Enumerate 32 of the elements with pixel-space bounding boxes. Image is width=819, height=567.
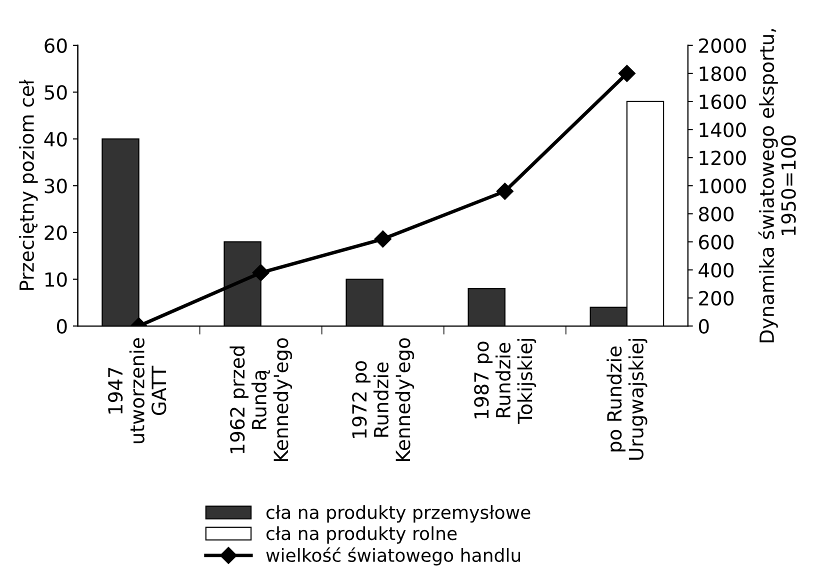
y-tick-label: 30 [44, 178, 67, 194]
point [252, 264, 270, 282]
y2-tick-label: 0 [698, 318, 709, 334]
y2-tick-label: 600 [699, 234, 734, 250]
y-tick-label: 50 [44, 85, 67, 100]
y2-tick-label: 1000 [700, 178, 746, 194]
y-tick-label: 0 [56, 318, 67, 334]
legend-label: cła na produkty przemysłowe [266, 505, 530, 523]
y2-tick-label: 1200 [700, 150, 746, 166]
legend-label: cła na produkty rolne [266, 526, 457, 544]
y2-tick-label: 2000 [699, 38, 746, 54]
x-tick-label: 1962 przed Rundą Kennedy'ego [230, 338, 292, 461]
y2-tick-label: 400 [698, 262, 734, 278]
y-tick-label: 10 [45, 272, 67, 287]
y-tick-label: 60 [44, 38, 67, 54]
y-tick-label: 40 [44, 132, 67, 147]
x-tick-label: po Rundzie Urugwajskiej [606, 338, 648, 460]
y2-tick-label: 1600 [700, 94, 746, 110]
point [618, 64, 636, 82]
point [374, 230, 392, 248]
y2-axis-title: Dynamika światowego eksportu, 1950=100 [758, 29, 796, 342]
x-tick-label: 1972 po Rundzie Kennedy'ego [352, 338, 414, 461]
x-tick-label: 1947 utworzenie GATT [108, 338, 166, 444]
legend-label: wielkość światowego handlu [266, 547, 520, 566]
y-tick-label: 20 [44, 225, 67, 240]
x-tick-label: 1987 po Rundzie Tokijskiej [474, 338, 536, 424]
y2-tick-label: 200 [699, 290, 734, 306]
y2-tick-label: 1800 [700, 66, 746, 82]
y2-tick-label: 800 [699, 206, 734, 222]
point [496, 182, 514, 200]
y2-tick-label: 1400 [700, 122, 746, 138]
y-axis-title: Przeciętny poziom ceł [18, 80, 38, 290]
